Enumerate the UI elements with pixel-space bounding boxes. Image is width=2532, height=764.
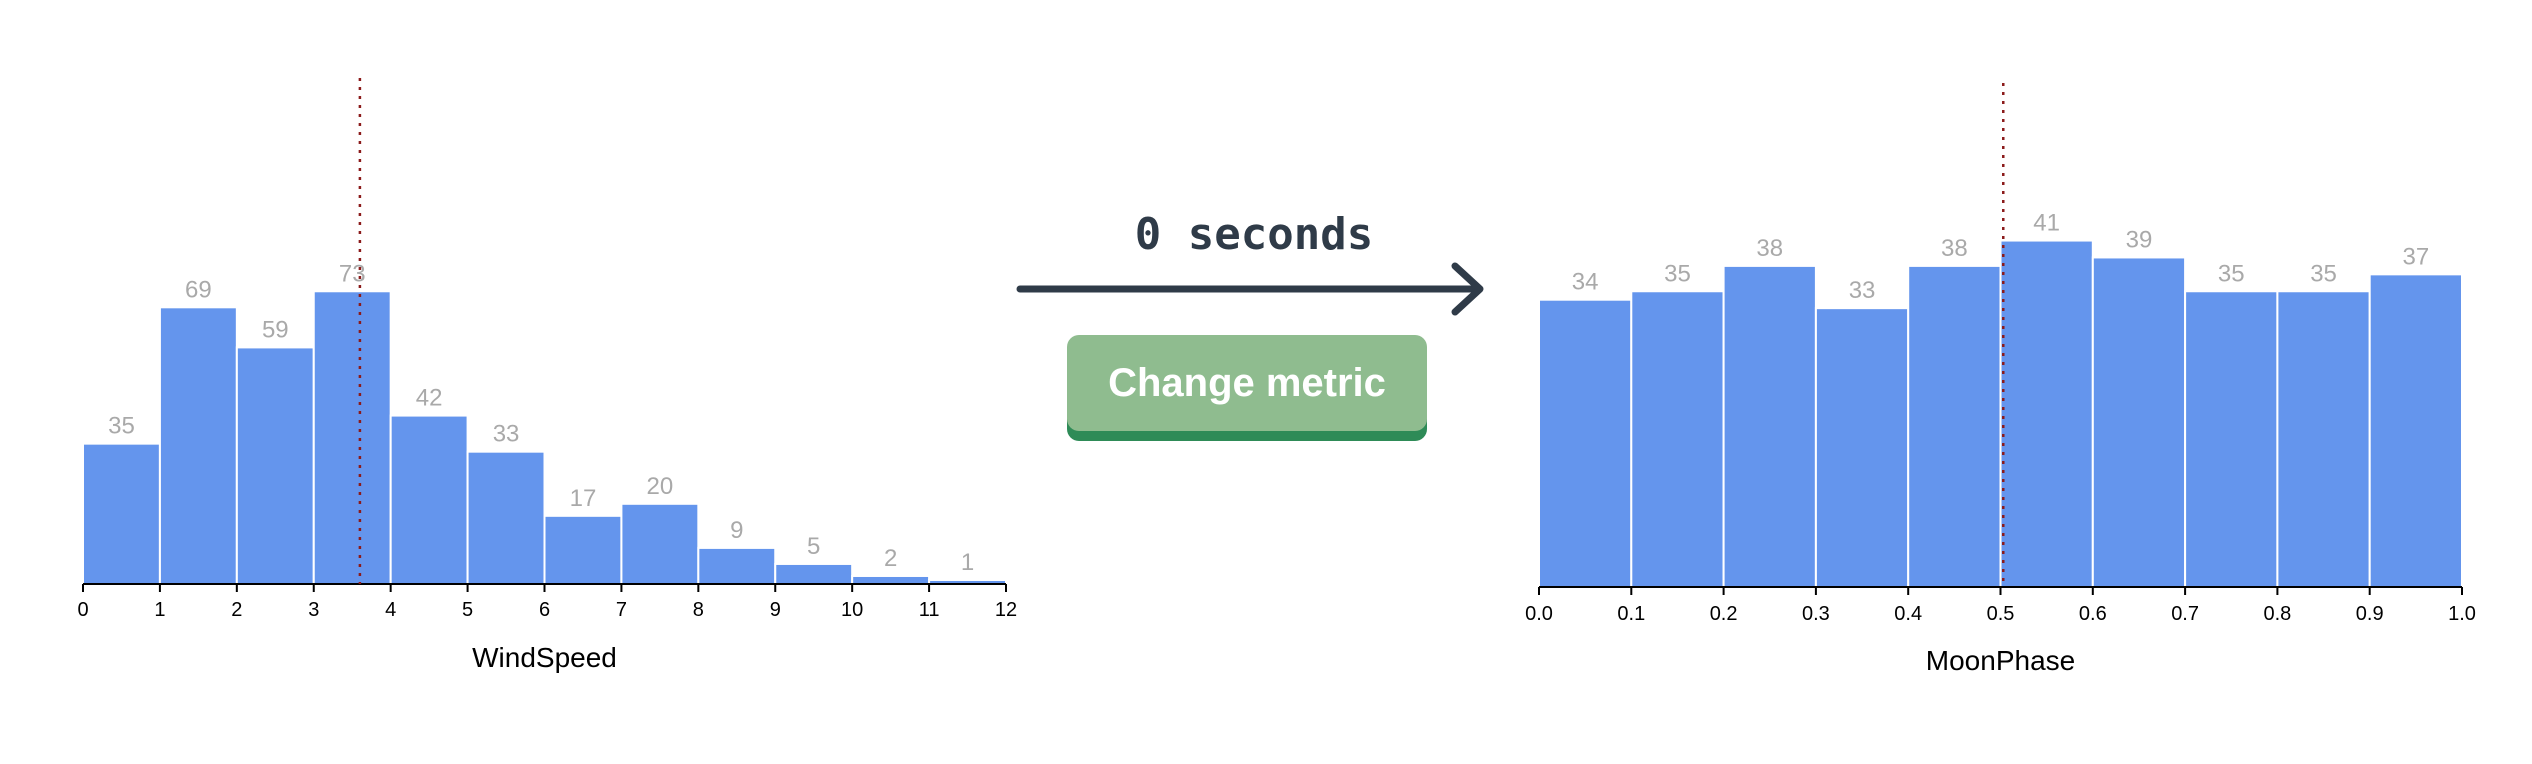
windspeed-tick-label: 3 [308, 599, 319, 621]
windspeed-tick-label: 4 [385, 599, 396, 621]
windspeed-tick-label: 6 [539, 599, 550, 621]
moonphase-tick-label: 0.4 [1894, 603, 1922, 625]
windspeed-bar-value: 5 [807, 533, 820, 560]
moonphase-tick-label: 0.7 [2171, 603, 2199, 625]
windspeed-bar [774, 562, 854, 586]
moonphase-tick-label: 0.8 [2263, 603, 2291, 625]
moonphase-bar [2276, 290, 2371, 588]
moonphase-bar [1999, 239, 2094, 589]
windspeed-bar [697, 546, 777, 585]
windspeed-bar-value: 9 [730, 517, 743, 544]
windspeed-bar-value: 35 [108, 413, 135, 440]
windspeed-bar [312, 290, 392, 585]
moonphase-bar [1722, 264, 1817, 588]
windspeed-bar [620, 502, 700, 585]
windspeed-bar-value: 59 [262, 316, 289, 343]
windspeed-tick-label: 7 [616, 599, 627, 621]
moonphase-bar-value: 39 [2126, 226, 2153, 253]
moonphase-bar-value: 33 [1849, 277, 1876, 304]
windspeed-bar-value: 69 [185, 276, 212, 303]
windspeed-bar-value: 42 [416, 385, 443, 412]
moonphase-bar [2184, 290, 2279, 588]
windspeed-tick-label: 0 [77, 599, 88, 621]
windspeed-bar-value: 33 [493, 421, 520, 448]
windspeed-tick-label: 10 [841, 599, 863, 621]
moonphase-histogram: 34 35 38 33 38 41 39 35 35 37 0.0 0.1 0.2 0.3 0.4 0.5 0.… [1525, 83, 2476, 676]
windspeed-bar-value: 20 [647, 473, 674, 500]
windspeed-bar [543, 514, 623, 586]
moonphase-bar [1907, 264, 2002, 588]
windspeed-tick-label: 2 [231, 599, 242, 621]
moonphase-bar-value: 38 [1941, 235, 1968, 262]
windspeed-tick-label: 12 [995, 599, 1017, 621]
timer-label: 0 seconds [1135, 209, 1373, 260]
transition-arrow [1016, 262, 1484, 316]
windspeed-bar-value: 1 [961, 549, 974, 576]
windspeed-tick-label: 1 [154, 599, 165, 621]
moonphase-bar [2368, 273, 2463, 588]
moonphase-bar-value: 34 [1572, 269, 1599, 296]
moonphase-bar [1630, 290, 1725, 588]
moonphase-bar [1814, 307, 1910, 588]
moonphase-bar-value: 41 [2033, 210, 2060, 237]
windspeed-bar-value: 17 [570, 485, 597, 512]
moonphase-tick-label: 0.5 [1987, 603, 2015, 625]
windspeed-bar [235, 346, 315, 585]
moonphase-tick-label: 0.1 [1617, 603, 1645, 625]
windspeed-bar [851, 574, 931, 585]
windspeed-bar [158, 306, 238, 585]
moonphase-bar-value: 35 [1664, 260, 1691, 287]
windspeed-tick-label: 11 [919, 599, 940, 621]
moonphase-tick-label: 0.9 [2356, 603, 2384, 625]
moonphase-bar [2091, 256, 2187, 588]
windspeed-tick-label: 9 [770, 599, 781, 621]
windspeed-bar [389, 414, 469, 585]
moonphase-tick-label: 0.0 [1525, 603, 1553, 625]
windspeed-bar [466, 450, 546, 586]
moonphase-tick-label: 0.3 [1802, 603, 1830, 625]
moonphase-tick-label: 0.2 [1710, 603, 1738, 625]
windspeed-tick-label: 8 [693, 599, 704, 621]
moonphase-bar-value: 35 [2310, 260, 2337, 287]
windspeed-tick-label: 5 [462, 599, 473, 621]
moonphase-tick-label: 1.0 [2448, 603, 2476, 625]
windspeed-bar [82, 442, 161, 585]
moonphase-bar-value: 38 [1756, 235, 1783, 262]
change-metric-button[interactable]: Change metric [1067, 335, 1427, 431]
moonphase-bar-value: 35 [2218, 260, 2245, 287]
moonphase-bar-value: 37 [2402, 243, 2429, 270]
windspeed-axis-title: WindSpeed [472, 642, 617, 673]
windspeed-bar-value: 73 [339, 260, 366, 287]
moonphase-bar [1538, 298, 1633, 588]
moonphase-axis-title: MoonPhase [1926, 645, 2075, 676]
moonphase-tick-label: 0.6 [2079, 603, 2107, 625]
windspeed-bar-value: 2 [884, 545, 897, 572]
